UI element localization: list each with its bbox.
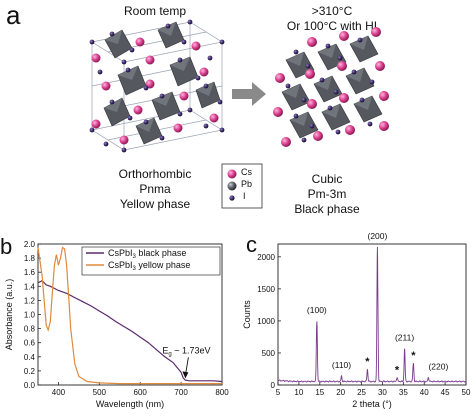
x-tick-label: 30 bbox=[378, 388, 387, 397]
x-tick-label: 45 bbox=[441, 388, 450, 397]
x-axis-label: 2 theta (°) bbox=[352, 399, 392, 409]
x-tick-label: 700 bbox=[174, 388, 188, 397]
legend-i-label: I bbox=[243, 191, 246, 201]
peak-label-4: * bbox=[395, 364, 400, 376]
y-axis-label: Counts bbox=[242, 300, 252, 329]
x-tick-label: 15 bbox=[315, 388, 324, 397]
panel-a-letter: a bbox=[6, 0, 21, 30]
legend-label-0: CsPbI3 black phase bbox=[108, 248, 186, 260]
y-tick-label: 1.2 bbox=[24, 296, 36, 305]
y-tick-label: 500 bbox=[262, 349, 276, 358]
y-tick-label: 2000 bbox=[257, 253, 275, 262]
y-tick-label: 0 bbox=[271, 381, 276, 390]
x-tick-label: 40 bbox=[420, 388, 429, 397]
series-line-1 bbox=[37, 246, 222, 385]
room-temp-label: Room temp bbox=[123, 4, 187, 18]
orthorhombic-octahedra bbox=[103, 21, 221, 145]
series-line-0 bbox=[37, 279, 223, 383]
x-tick-label: 5 bbox=[276, 388, 281, 397]
x-tick-label: 500 bbox=[93, 388, 107, 397]
x-tick-label: 35 bbox=[399, 388, 408, 397]
absorbance-chart: 0.0 0.2 0.4 0.6 0.8 1.0 1.2 1.4 1.6 1.8 2.0 400 500 6… bbox=[4, 240, 229, 409]
x-tick-label: 400 bbox=[52, 388, 66, 397]
peak-label-0: (100) bbox=[307, 305, 327, 315]
y-tick-label: 1000 bbox=[257, 317, 275, 326]
peak-label-5: (211) bbox=[395, 332, 414, 342]
y-tick-label: 1.0 bbox=[24, 311, 36, 320]
y-tick-label: 1500 bbox=[257, 285, 275, 294]
y-tick-label: 0.4 bbox=[24, 353, 36, 362]
x-tick-label: 50 bbox=[462, 388, 471, 397]
x-tick-label: 800 bbox=[215, 388, 229, 397]
peak-label-6: * bbox=[411, 350, 416, 362]
x-tick-label: 10 bbox=[294, 388, 303, 397]
panel-b-letter: b bbox=[0, 234, 13, 259]
transition-temperature-label: >310°C Or 100°C with HI bbox=[286, 4, 378, 33]
orthorhombic-cs-atoms bbox=[91, 37, 219, 145]
y-tick-label: 0.6 bbox=[24, 339, 36, 348]
peak-label-7: (220) bbox=[428, 361, 448, 371]
xrd-chart: 0 500 1000 1500 2000 5 10 15 20 25 30 35 40 45 50 2 the… bbox=[242, 232, 471, 409]
orthorhombic-caption: Orthorhombic Pnma Yellow phase bbox=[118, 167, 192, 211]
cubic-structure-highlights bbox=[282, 36, 372, 126]
y-tick-label: 1.6 bbox=[24, 268, 36, 277]
y-axis-label: Absorbance (a.u.) bbox=[4, 279, 14, 351]
y-tick-label: 2.0 bbox=[24, 240, 36, 249]
legend-pb-label: Pb bbox=[241, 179, 253, 189]
cubic-caption: Cubic Pm-3m Black phase bbox=[294, 172, 360, 216]
peak-label-1: (110) bbox=[332, 360, 351, 370]
y-tick-label: 1.8 bbox=[24, 254, 36, 263]
y-tick-label: 0.0 bbox=[24, 381, 36, 390]
legend-cs-label: Cs bbox=[241, 167, 252, 177]
orthorhombic-i-atoms bbox=[89, 19, 225, 153]
x-tick-label: 600 bbox=[134, 388, 148, 397]
y-tick-label: 1.4 bbox=[24, 282, 36, 291]
y-tick-label: 0.2 bbox=[24, 367, 36, 376]
bandgap-arrow-head bbox=[182, 371, 189, 379]
atom-legend bbox=[221, 163, 263, 209]
x-tick-label: 20 bbox=[336, 388, 345, 397]
x-tick-label: 25 bbox=[357, 388, 366, 397]
plot-frame bbox=[277, 243, 467, 386]
y-tick-label: 0.8 bbox=[24, 325, 36, 334]
x-axis-label: Wavelength (nm) bbox=[96, 399, 164, 409]
peak-label-3: (200) bbox=[368, 232, 388, 241]
peak-label-2: * bbox=[365, 356, 370, 368]
panel-c-letter: c bbox=[246, 232, 257, 257]
crystal-structures-illustration bbox=[89, 19, 389, 209]
bandgap-label: Eg ~ 1.73eV bbox=[162, 345, 210, 357]
xrd-trace bbox=[277, 246, 467, 383]
cubic-i-atoms bbox=[285, 37, 375, 143]
transition-arrow bbox=[232, 82, 266, 106]
orthorhombic-octahedra-highlights bbox=[104, 22, 214, 132]
legend-box bbox=[81, 246, 221, 276]
cubic-cs-atoms bbox=[273, 27, 389, 147]
legend-label-1: CsPbI3 yellow phase bbox=[108, 260, 190, 272]
